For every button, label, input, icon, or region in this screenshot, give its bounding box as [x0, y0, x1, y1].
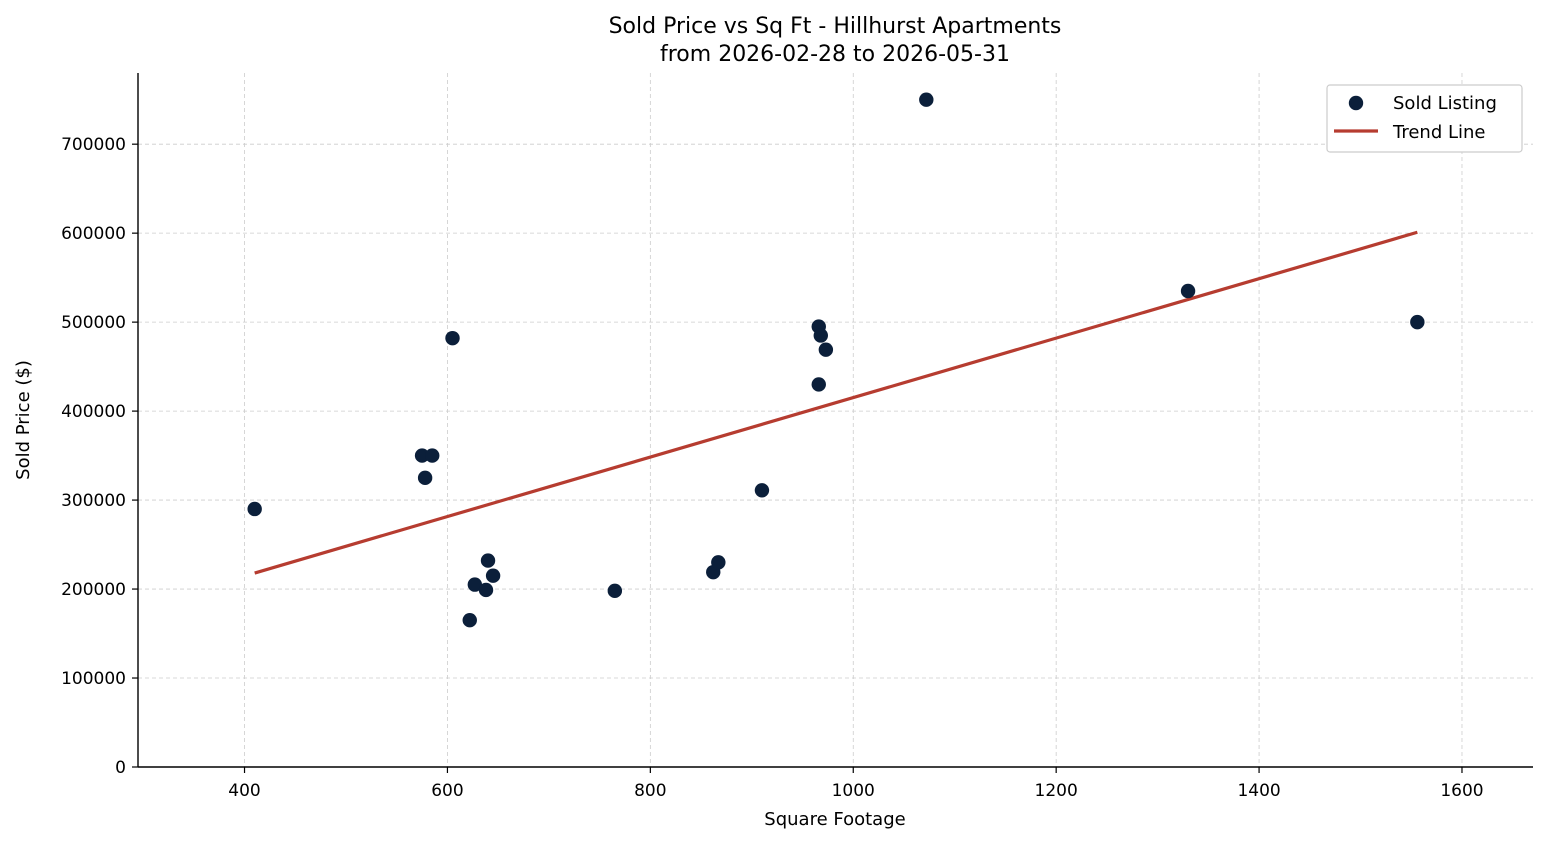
data-point: [445, 330, 460, 346]
x-tick-label: 600: [431, 781, 463, 801]
data-points: [247, 92, 1425, 628]
y-tick-label: 700000: [61, 135, 126, 155]
legend-marker-sold-listing: [1348, 95, 1364, 111]
data-point: [480, 553, 496, 568]
y-tick-label: 200000: [61, 580, 126, 600]
y-tick-label: 400000: [61, 402, 126, 422]
x-tick-label: 1200: [1035, 781, 1078, 801]
data-point: [417, 470, 433, 486]
trend-line: [254, 230, 1418, 575]
y-axis-ticks: 0 100000 200000 300000 400000 500000 600000 700…: [61, 135, 138, 778]
legend-box: [1326, 84, 1523, 153]
legend: Sold Listing Trend Line: [1326, 84, 1523, 153]
data-point: [607, 583, 623, 599]
data-point: [919, 92, 934, 107]
data-point: [1410, 314, 1425, 330]
y-tick-label: 100000: [61, 669, 126, 689]
x-tick-label: 1000: [832, 781, 875, 801]
data-point: [1180, 283, 1196, 299]
y-tick-label: 600000: [61, 224, 126, 244]
data-point: [462, 612, 477, 628]
data-point: [478, 582, 494, 598]
data-point: [425, 448, 440, 463]
x-axis-label: Square Footage: [764, 809, 905, 830]
x-tick-label: 1400: [1237, 781, 1280, 801]
data-point: [813, 328, 828, 343]
y-tick-label: 500000: [61, 313, 126, 333]
data-point: [754, 483, 770, 498]
y-tick-label: 300000: [61, 491, 126, 511]
legend-label-trend-line: Trend Line: [1392, 122, 1486, 143]
legend-label-sold-listing: Sold Listing: [1393, 93, 1497, 114]
data-point: [467, 577, 483, 592]
data-point: [247, 501, 262, 517]
chart-title: Sold Price vs Sq Ft - Hillhurst Apartmen…: [609, 14, 1062, 39]
data-point: [414, 448, 430, 463]
y-axis-label: Sold Price ($): [13, 360, 34, 480]
data-point: [711, 555, 726, 570]
trend-line-layer: [254, 230, 1418, 575]
data-point: [818, 342, 834, 357]
x-tick-label: 800: [634, 781, 666, 801]
data-point: [811, 377, 826, 392]
x-tick-label: 1600: [1440, 781, 1483, 801]
grid-lines: [138, 73, 1533, 767]
data-point: [485, 568, 501, 583]
x-tick-label: 400: [228, 781, 260, 801]
y-tick-label: 0: [115, 758, 126, 778]
x-axis-ticks: 400 600 800 1000 1200 1400 1600: [228, 767, 1484, 801]
chart-subtitle: from 2026-02-28 to 2026-05-31: [660, 42, 1010, 67]
